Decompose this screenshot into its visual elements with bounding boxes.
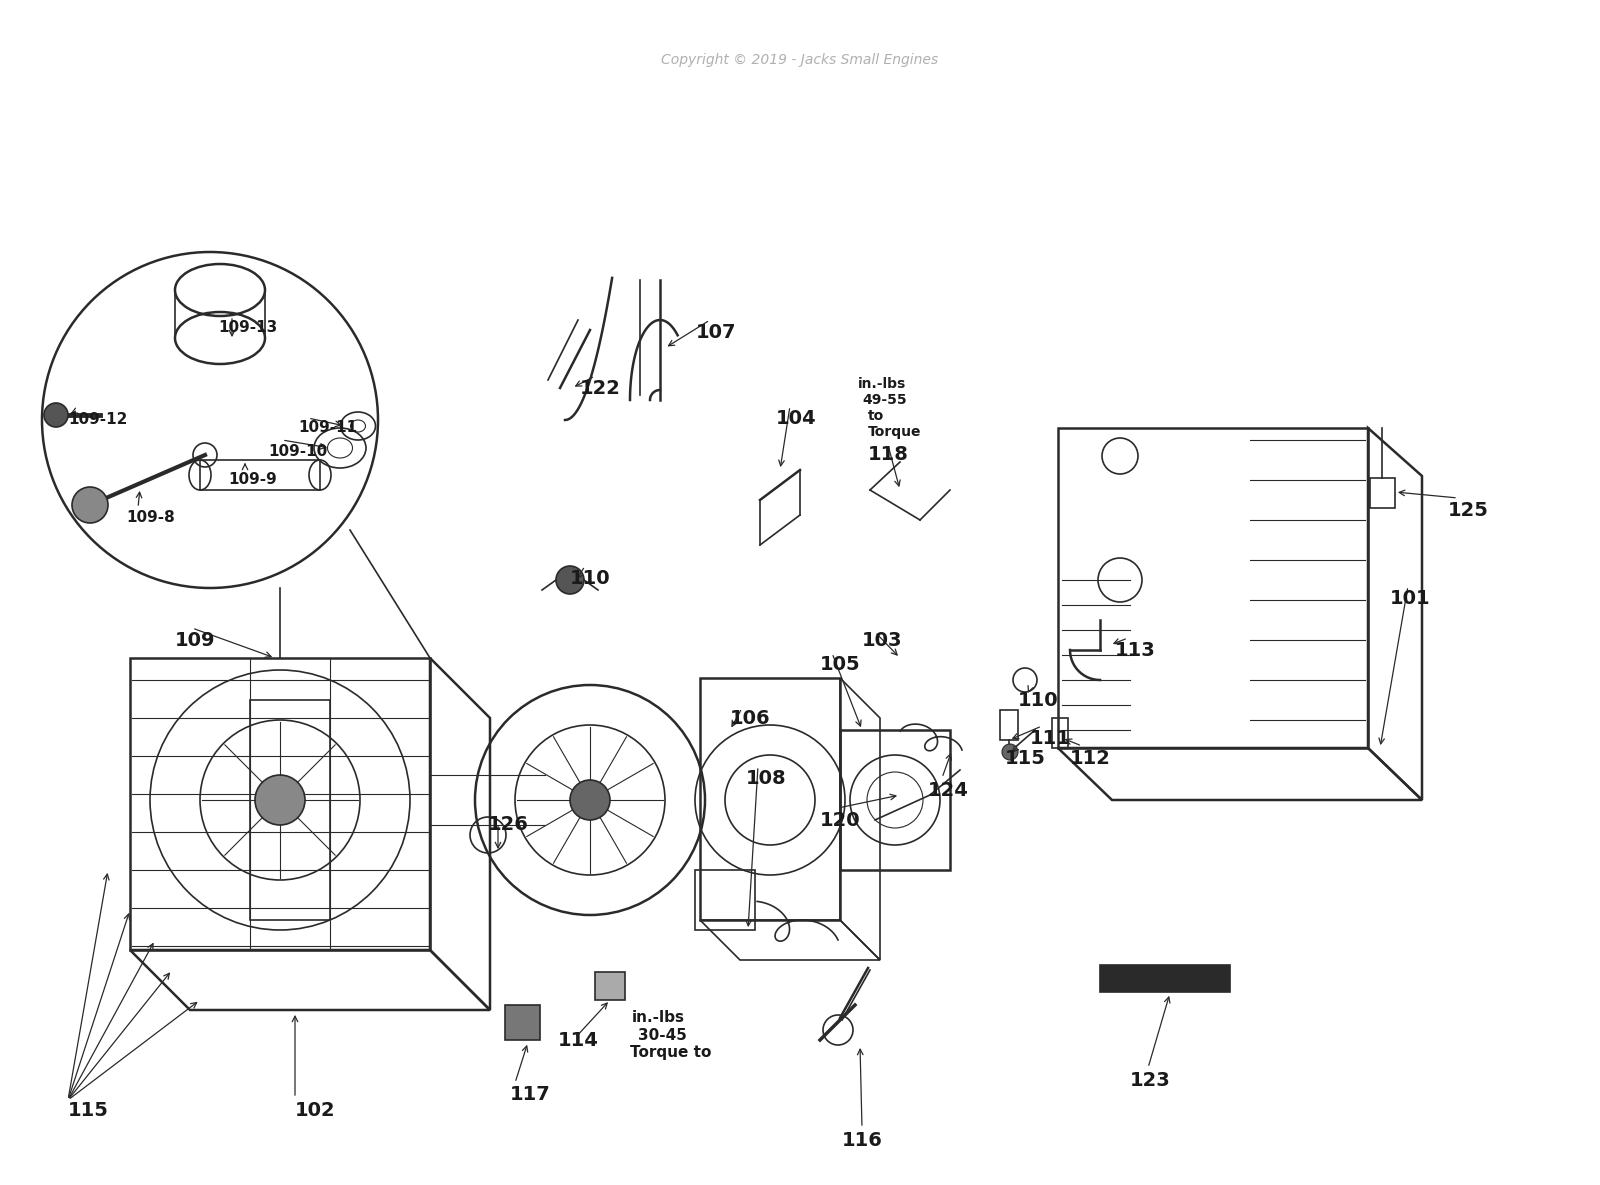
Text: 123: 123 <box>1130 1070 1171 1089</box>
Text: 115: 115 <box>1005 749 1046 768</box>
Polygon shape <box>595 972 626 1000</box>
Text: to: to <box>867 409 885 423</box>
Text: 122: 122 <box>579 378 621 397</box>
Circle shape <box>1002 744 1018 760</box>
Text: in.-lbs: in.-lbs <box>858 377 906 391</box>
Text: 113: 113 <box>1115 641 1155 660</box>
Circle shape <box>45 403 67 427</box>
Text: 109-9: 109-9 <box>229 473 277 487</box>
Text: 105: 105 <box>819 655 861 674</box>
Text: Torque to: Torque to <box>630 1044 712 1059</box>
Text: 108: 108 <box>746 769 787 788</box>
Text: 116: 116 <box>842 1130 883 1149</box>
Text: 112: 112 <box>1070 749 1110 768</box>
Text: 109-10: 109-10 <box>269 444 328 460</box>
Text: 109-13: 109-13 <box>218 320 277 335</box>
Text: 49-55: 49-55 <box>862 393 907 406</box>
Text: 126: 126 <box>488 815 530 834</box>
Circle shape <box>72 487 109 523</box>
Text: 104: 104 <box>776 409 816 428</box>
Text: 124: 124 <box>928 781 970 800</box>
Circle shape <box>570 780 610 820</box>
Text: 114: 114 <box>558 1031 598 1050</box>
Text: 109-8: 109-8 <box>126 511 174 525</box>
Text: Copyright © 2019 - Jacks Small Engines: Copyright © 2019 - Jacks Small Engines <box>661 53 939 68</box>
Text: 106: 106 <box>730 709 771 728</box>
Text: 110: 110 <box>570 569 611 588</box>
Text: 101: 101 <box>1390 589 1430 608</box>
Circle shape <box>254 775 306 825</box>
Text: 117: 117 <box>510 1085 550 1104</box>
Text: 109: 109 <box>174 630 216 649</box>
Text: 111: 111 <box>1030 729 1070 748</box>
Text: 30-45: 30-45 <box>638 1027 686 1043</box>
Polygon shape <box>506 1005 541 1040</box>
Text: 109-11: 109-11 <box>298 421 357 436</box>
Polygon shape <box>1101 965 1230 992</box>
Circle shape <box>557 566 584 594</box>
Text: 107: 107 <box>696 322 736 341</box>
Text: Torque: Torque <box>867 425 922 438</box>
Text: 120: 120 <box>819 811 861 830</box>
Text: 110: 110 <box>1018 691 1059 710</box>
Text: 109-12: 109-12 <box>67 412 128 428</box>
Text: 125: 125 <box>1448 500 1490 519</box>
Text: 115: 115 <box>67 1101 109 1120</box>
Text: 103: 103 <box>862 630 902 649</box>
Text: 118: 118 <box>867 446 909 465</box>
Text: in.-lbs: in.-lbs <box>632 1011 685 1025</box>
Text: 102: 102 <box>294 1101 336 1120</box>
